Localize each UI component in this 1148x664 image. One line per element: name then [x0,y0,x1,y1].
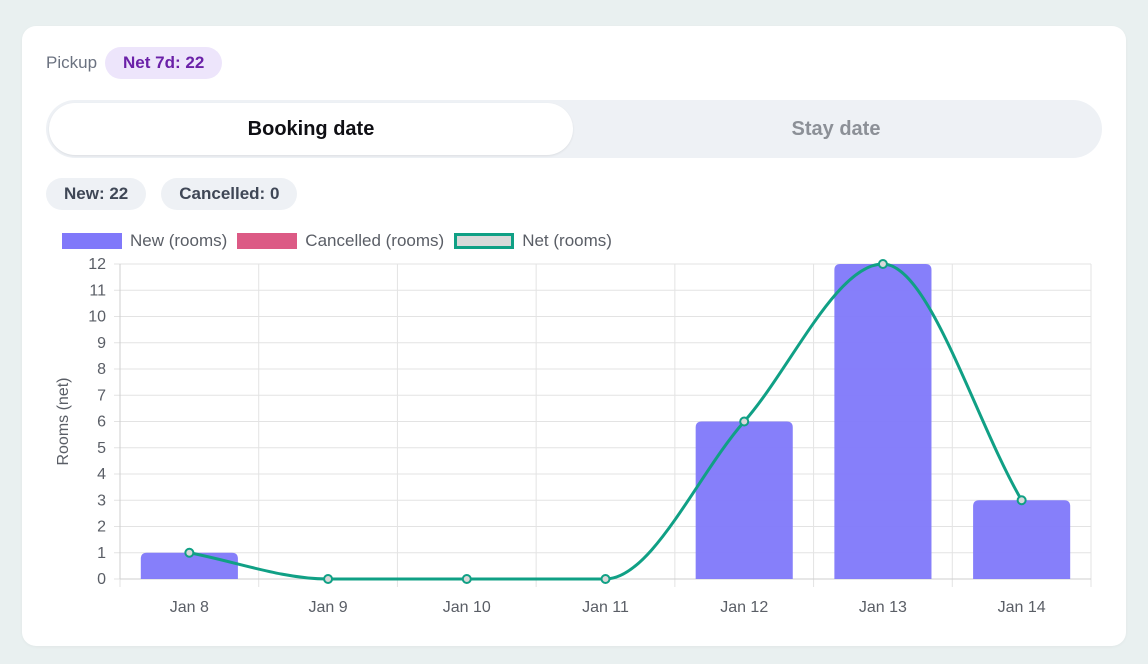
x-tick-label: Jan 14 [998,599,1046,616]
legend-swatch-new [62,233,122,249]
new-count-pill: New: 22 [46,178,147,210]
legend-item-net[interactable]: Net (rooms) [454,231,612,251]
summary-pills: New: 22 Cancelled: 0 [46,178,312,210]
legend-label-net: Net (rooms) [522,231,612,250]
x-tick-label: Jan 13 [859,599,907,616]
legend-label-cancelled: Cancelled (rooms) [305,231,445,250]
net-point [739,416,750,427]
bar-new [834,264,932,579]
legend-swatch-cancelled [237,233,298,249]
y-tick-label: 7 [97,387,106,404]
legend-item-new[interactable]: New (rooms) [62,231,227,251]
pickup-label: Pickup [46,53,98,72]
y-tick-label: 8 [97,361,106,378]
net-point [461,574,472,584]
net-point [184,547,195,558]
x-tick-label: Jan 8 [170,599,209,616]
y-tick-label: 2 [97,519,106,536]
y-tick-label: 1 [97,545,106,562]
net-point [1016,495,1027,506]
y-tick-label: 9 [97,335,106,352]
y-tick-label: 6 [97,414,106,431]
net-point [600,574,611,584]
x-tick-label: Jan 11 [582,599,629,616]
tab-stay-date[interactable]: Stay date [791,118,881,140]
card-header: Pickup Net 7d: 22 [46,47,223,79]
legend-label-new: New (rooms) [130,231,228,250]
x-tick-label: Jan 9 [309,599,348,616]
net-point [323,574,334,584]
x-tick-label: Jan 10 [443,599,491,616]
y-axis-label: Rooms (net) [55,377,72,465]
y-tick-label: 12 [88,256,106,273]
pickup-card: Pickup Net 7d: 22 Booking date Stay date… [22,26,1126,646]
legend-swatch-net [454,233,515,249]
y-tick-label: 4 [97,466,106,483]
date-mode-toggle: Booking date Stay date [46,100,1102,158]
net-point [877,259,888,269]
cancelled-count-pill: Cancelled: 0 [161,178,298,210]
y-tick-label: 5 [97,440,106,457]
y-tick-label: 0 [97,571,106,588]
bar-new [695,421,793,579]
net-line [189,262,1023,581]
tab-booking-date[interactable]: Booking date [49,103,573,155]
chart-legend: New (rooms) Cancelled (rooms) Net (rooms… [62,230,622,252]
x-tick-label: Jan 12 [720,599,768,616]
net-7d-badge: Net 7d: 22 [105,47,223,79]
y-tick-label: 11 [89,282,106,299]
legend-item-cancelled[interactable]: Cancelled (rooms) [237,231,444,251]
y-tick-label: 10 [88,309,106,326]
bar-new [973,500,1071,579]
y-tick-label: 3 [97,492,106,509]
